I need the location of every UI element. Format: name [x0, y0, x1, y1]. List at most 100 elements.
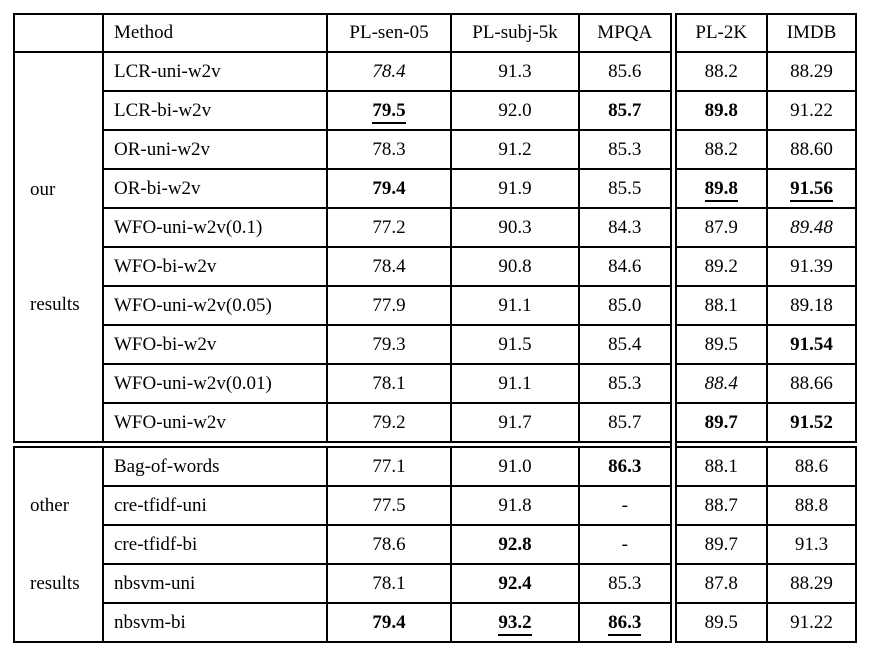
value: 78.1 — [372, 372, 406, 394]
value: 77.1 — [372, 455, 406, 477]
value: 85.3 — [608, 572, 642, 594]
method-cell: Bag-of-words — [102, 441, 328, 487]
group-label-our-results: our results — [13, 51, 104, 446]
value: 85.4 — [608, 333, 642, 355]
value-cell: 89.5 — [669, 324, 768, 365]
value-cell: 88.2 — [669, 129, 768, 170]
table-row: nbsvm-uni 78.1 92.4 85.3 87.8 88.29 — [14, 563, 857, 604]
results-table: Method PL-sen-05 PL-subj-5k MPQA PL-2K I… — [13, 13, 857, 643]
value-cell: 85.0 — [578, 285, 674, 326]
value: - — [621, 533, 628, 555]
value: 92.0 — [498, 99, 532, 121]
value: 88.66 — [790, 372, 833, 394]
value-cell: 84.3 — [578, 207, 674, 248]
method-cell: OR-bi-w2v — [102, 168, 328, 209]
value: 93.2 — [498, 611, 532, 636]
value-cell: 88.29 — [766, 563, 857, 604]
table-row: our results LCR-uni-w2v 78.4 91.3 85.6 8… — [13, 51, 857, 446]
value: 88.6 — [794, 455, 829, 477]
value-cell: 88.6 — [766, 441, 857, 487]
value: 88.60 — [790, 138, 833, 160]
value: 91.8 — [498, 494, 532, 516]
column-header-method: Method — [102, 13, 328, 53]
value: 89.7 — [704, 533, 738, 555]
method-cell: WFO-bi-w2v — [102, 324, 328, 365]
value: 77.2 — [372, 216, 406, 238]
table-row: LCR-bi-w2v 79.5 92.0 85.7 89.8 91.22 — [14, 90, 857, 131]
value-cell: 85.4 — [578, 324, 674, 365]
value: 89.5 — [704, 611, 738, 633]
value: 91.5 — [498, 333, 532, 355]
value: 91.22 — [790, 99, 833, 121]
value-cell: 85.3 — [578, 129, 674, 170]
value: 78.4 — [372, 60, 406, 82]
value: 85.7 — [608, 99, 642, 121]
value-cell: 91.39 — [766, 246, 857, 287]
value-cell: 78.1 — [326, 563, 452, 604]
value: 88.29 — [790, 60, 833, 82]
value: - — [621, 494, 628, 516]
value-cell: 79.4 — [326, 602, 452, 643]
value-cell: 91.2 — [450, 129, 580, 170]
value-cell: 91.9 — [450, 168, 580, 209]
value-cell: - — [578, 485, 674, 526]
value-cell: 88.29 — [766, 51, 857, 92]
value: 85.3 — [608, 372, 642, 394]
value: 91.54 — [790, 333, 833, 355]
value-cell: 78.4 — [326, 51, 452, 92]
corner-cell — [13, 13, 104, 53]
table-row: other results Bag-of-words 77.1 91.0 86.… — [13, 441, 857, 643]
value-cell: 91.1 — [450, 285, 580, 326]
column-header-pl-2k: PL-2K — [669, 13, 768, 53]
table-row: cre-tfidf-bi 78.6 92.8 - 89.7 91.3 — [14, 524, 857, 565]
value: 79.4 — [372, 177, 406, 199]
value: 91.9 — [498, 177, 532, 199]
value: 79.2 — [372, 411, 406, 433]
value: 89.8 — [704, 99, 738, 121]
value-cell: 77.5 — [326, 485, 452, 526]
value-cell: 89.48 — [766, 207, 857, 248]
value-cell: 88.1 — [669, 441, 768, 487]
group-label-line: results — [30, 572, 80, 594]
value: 90.8 — [498, 255, 532, 277]
value-cell: 89.2 — [669, 246, 768, 287]
value-cell: 91.56 — [766, 168, 857, 209]
value-cell: 78.1 — [326, 363, 452, 404]
group-label-other-results: other results — [13, 441, 104, 643]
value: 85.6 — [608, 60, 642, 82]
method-cell: nbsvm-uni — [102, 563, 328, 604]
column-header-mpqa: MPQA — [578, 13, 674, 53]
value: 92.4 — [498, 572, 532, 594]
method-cell: cre-tfidf-bi — [102, 524, 328, 565]
method-cell: WFO-uni-w2v(0.05) — [102, 285, 328, 326]
value: 91.1 — [498, 294, 532, 316]
value-cell: 91.22 — [766, 90, 857, 131]
value-cell: 88.7 — [669, 485, 768, 526]
value: 78.3 — [372, 138, 406, 160]
value: 91.3 — [498, 60, 532, 82]
value: 86.3 — [608, 611, 642, 636]
value-cell: 88.1 — [669, 285, 768, 326]
value-cell: 84.6 — [578, 246, 674, 287]
value-cell: 91.22 — [766, 602, 857, 643]
value-cell: 91.1 — [450, 363, 580, 404]
value-cell: 79.4 — [326, 168, 452, 209]
value: 84.3 — [608, 216, 642, 238]
value-cell: 90.8 — [450, 246, 580, 287]
value-cell: 86.3 — [578, 602, 674, 643]
value: 91.2 — [498, 138, 532, 160]
method-cell: WFO-bi-w2v — [102, 246, 328, 287]
value: 91.3 — [794, 533, 829, 555]
value: 85.3 — [608, 138, 642, 160]
method-cell: LCR-uni-w2v — [102, 51, 328, 92]
column-header-pl-subj-5k: PL-subj-5k — [450, 13, 580, 53]
value-cell: 79.5 — [326, 90, 452, 131]
value: 89.7 — [704, 411, 738, 433]
value-cell: 90.3 — [450, 207, 580, 248]
value-cell: 87.9 — [669, 207, 768, 248]
value-cell: 91.0 — [450, 441, 580, 487]
value-cell: 92.4 — [450, 563, 580, 604]
value: 89.5 — [704, 333, 738, 355]
value: 91.0 — [498, 455, 532, 477]
table-row: OR-uni-w2v 78.3 91.2 85.3 88.2 88.60 — [14, 129, 857, 170]
